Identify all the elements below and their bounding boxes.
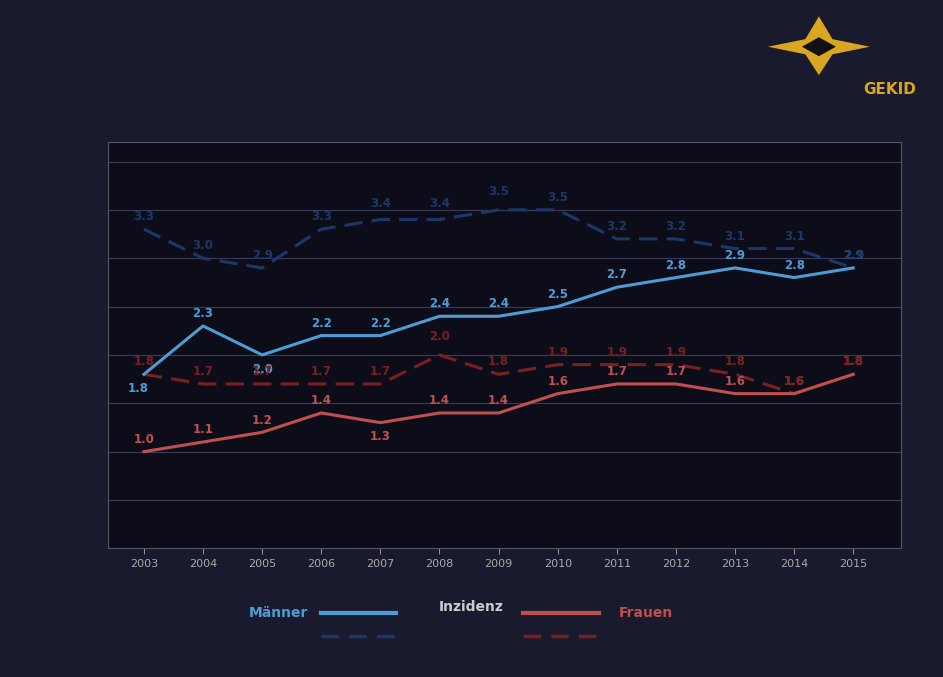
Text: GEKID: GEKID [863, 82, 916, 97]
Text: 3.4: 3.4 [370, 197, 390, 210]
Text: 2.8: 2.8 [666, 259, 687, 271]
Text: 1.3: 1.3 [370, 431, 390, 443]
Text: 1.7: 1.7 [370, 365, 390, 378]
Text: 3.1: 3.1 [724, 230, 746, 243]
Text: 1.6: 1.6 [784, 375, 804, 388]
Text: 1.8: 1.8 [843, 355, 864, 368]
Text: 2.9: 2.9 [843, 249, 864, 262]
Text: 1.0: 1.0 [134, 433, 155, 446]
Text: 2.5: 2.5 [547, 288, 569, 301]
Text: 1.6: 1.6 [724, 375, 746, 388]
Polygon shape [768, 16, 869, 75]
Text: 2.9: 2.9 [252, 249, 273, 262]
Text: 2.0: 2.0 [429, 330, 450, 343]
Text: 2.4: 2.4 [488, 297, 509, 311]
Text: 2.9: 2.9 [843, 249, 864, 262]
Text: 2.3: 2.3 [192, 307, 213, 320]
Text: 2.2: 2.2 [311, 317, 332, 330]
Text: 1.4: 1.4 [488, 394, 509, 407]
Polygon shape [802, 37, 835, 56]
Text: 1.8: 1.8 [724, 355, 746, 368]
Text: 3.2: 3.2 [606, 220, 627, 233]
Text: 1.4: 1.4 [311, 394, 332, 407]
Text: 1.8: 1.8 [843, 355, 864, 368]
Text: 1.9: 1.9 [547, 346, 569, 359]
Text: 1.8: 1.8 [127, 382, 148, 395]
Text: 2.8: 2.8 [784, 259, 804, 271]
Text: Frauen: Frauen [619, 606, 673, 619]
Text: 3.5: 3.5 [488, 185, 509, 198]
Text: 1.9: 1.9 [606, 346, 627, 359]
Text: 1.8: 1.8 [488, 355, 509, 368]
Text: Männer: Männer [249, 606, 307, 619]
Text: 2.4: 2.4 [429, 297, 450, 311]
Text: 2.0: 2.0 [252, 363, 273, 376]
Text: 1.2: 1.2 [252, 414, 273, 427]
Text: 1.7: 1.7 [606, 365, 627, 378]
Text: 1.7: 1.7 [311, 365, 332, 378]
Text: 1.6: 1.6 [784, 375, 804, 388]
Text: 2.7: 2.7 [606, 269, 627, 282]
Text: 3.3: 3.3 [134, 211, 155, 223]
Text: 1.9: 1.9 [666, 346, 687, 359]
Text: 1.7: 1.7 [252, 365, 273, 378]
Text: 3.0: 3.0 [192, 240, 213, 253]
Text: 2.2: 2.2 [370, 317, 390, 330]
Text: 3.2: 3.2 [666, 220, 687, 233]
Text: Inzidenz: Inzidenz [439, 600, 504, 614]
Text: 2.9: 2.9 [724, 249, 746, 262]
Text: 1.4: 1.4 [429, 394, 450, 407]
Text: 1.6: 1.6 [547, 375, 569, 388]
Text: 1.1: 1.1 [192, 423, 213, 436]
Text: 1.8: 1.8 [133, 355, 155, 368]
Text: 3.5: 3.5 [547, 191, 569, 204]
Text: 1.7: 1.7 [666, 365, 687, 378]
Text: 3.3: 3.3 [311, 211, 332, 223]
Text: 3.1: 3.1 [784, 230, 804, 243]
Text: 1.7: 1.7 [192, 365, 213, 378]
Text: 3.4: 3.4 [429, 197, 450, 210]
